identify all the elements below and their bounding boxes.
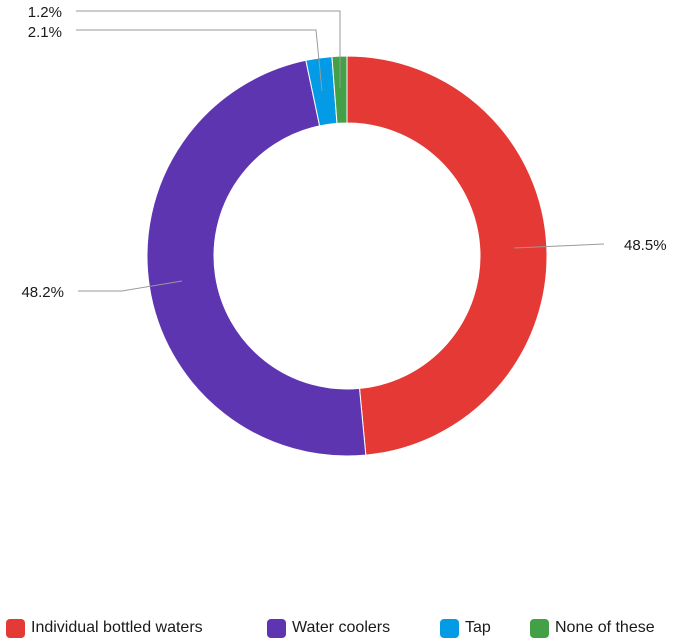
legend-swatch (530, 618, 549, 638)
legend-swatch (267, 618, 286, 638)
percent-labels: 48.5% 48.2% 2.1% 1.2% (21, 4, 666, 301)
percent-label: 2.1% (28, 24, 62, 41)
legend-item-water-coolers[interactable]: Water coolers (267, 615, 390, 641)
leader-line (76, 10, 341, 88)
percent-label: 1.2% (28, 4, 62, 21)
percent-label: 48.2% (21, 284, 64, 301)
legend-label: None of these (555, 619, 655, 636)
leader-line (76, 29, 323, 92)
leader-lines (76, 10, 605, 292)
legend-label: Tap (465, 619, 491, 636)
slice-individual-bottled-waters[interactable] (346, 55, 548, 456)
legend-swatch (440, 618, 459, 638)
legend: Individual bottled waters Water coolers … (0, 615, 690, 641)
legend-item-none-of-these[interactable]: None of these (530, 615, 655, 641)
legend-item-tap[interactable]: Tap (440, 615, 491, 641)
donut-slices (146, 55, 548, 457)
leader-line (513, 243, 605, 249)
legend-label: Individual bottled waters (31, 619, 203, 636)
slice-water-coolers[interactable] (146, 59, 367, 457)
percent-label: 48.5% (624, 237, 667, 254)
legend-item-individual-bottled-waters[interactable]: Individual bottled waters (6, 615, 203, 641)
legend-label: Water coolers (292, 619, 391, 636)
legend-swatch (6, 618, 25, 638)
leader-line (78, 280, 183, 292)
donut-chart: 48.5% 48.2% 2.1% 1.2% (21, 4, 667, 457)
slice-none-of-these[interactable] (331, 55, 348, 124)
